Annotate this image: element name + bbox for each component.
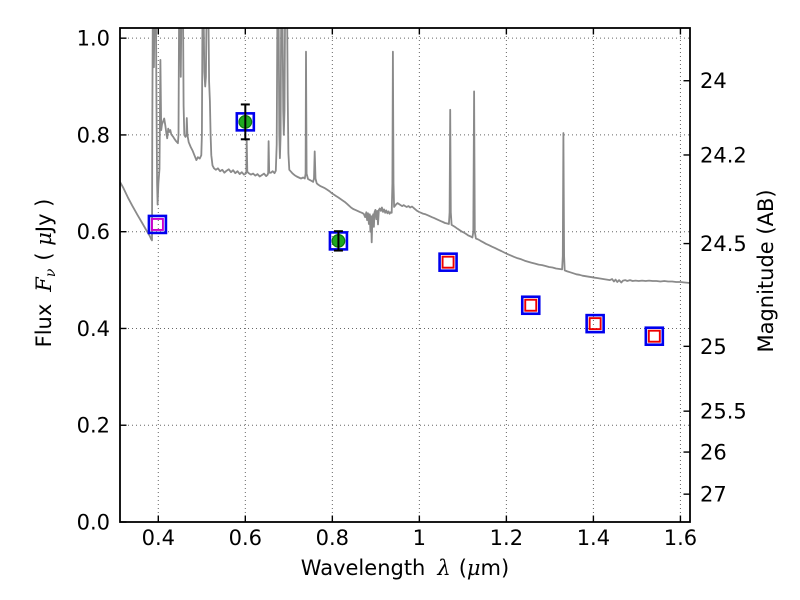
- x-axis-label-word: Wavelength: [300, 556, 426, 580]
- x-axis-label: Wavelength λ (μm): [120, 556, 690, 580]
- magnitude-tick-label: 24: [700, 69, 727, 93]
- x-tick-label: 1: [413, 526, 426, 550]
- y-axis-label-magnitude: Magnitude (AB): [754, 189, 778, 353]
- photometry-square: [585, 313, 605, 334]
- photometry-inner-square: [647, 329, 661, 343]
- x-unit-open: (: [458, 556, 467, 580]
- mu-symbol: μ: [466, 556, 481, 580]
- flux-unit-mu: μ: [32, 232, 56, 246]
- x-tick-label: 1.4: [577, 526, 610, 550]
- magnitude-tick-label: 25: [700, 335, 727, 359]
- photometry-square: [644, 326, 665, 347]
- flux-tick-label: 0.8: [77, 123, 110, 147]
- flux-unit-close: Jy ): [32, 198, 56, 233]
- x-tick-label: 1.2: [490, 526, 523, 550]
- flux-tick-label: 0.4: [77, 317, 110, 341]
- flux-unit-open: (: [32, 245, 56, 261]
- flux-tick-label: 0.2: [77, 414, 110, 438]
- flux-tick-label: 1.0: [77, 27, 110, 51]
- y-axis-label-flux: Flux Fν ( μJy ): [32, 123, 59, 423]
- flux-symbol: F: [32, 277, 56, 292]
- photometry-square: [520, 295, 541, 316]
- photometry-square: [147, 214, 168, 235]
- magnitude-tick-label: 27: [700, 483, 727, 507]
- photometry-inner-square: [524, 298, 538, 312]
- axis-ticks: [120, 28, 690, 523]
- magnitude-tick-label: 24.5: [700, 232, 747, 256]
- error-bar: [240, 103, 250, 141]
- x-tick-label: 0.6: [229, 526, 262, 550]
- error-bar: [333, 230, 343, 252]
- spectrum-line: [120, 28, 690, 284]
- magnitude-tick-label: 24.2: [700, 143, 747, 167]
- magnitude-tick-label: 26: [700, 441, 727, 465]
- nu-subscript: ν: [43, 268, 59, 278]
- photometry-inner-square: [588, 317, 602, 331]
- flux-word: Flux: [32, 303, 56, 348]
- flux-tick-label: 0.6: [77, 220, 110, 244]
- axes-frame: [119, 27, 691, 523]
- x-tick-label: 0.8: [316, 526, 349, 550]
- photometry-square: [438, 252, 458, 272]
- x-tick-label: 0.4: [142, 526, 175, 550]
- x-tick-label: 1.6: [664, 526, 697, 550]
- photometry-inner-square: [150, 217, 164, 231]
- photometry-inner-square: [441, 255, 455, 269]
- x-unit-close: m): [480, 556, 510, 580]
- magnitude-tick-label: 25.5: [700, 400, 747, 424]
- grid: [120, 28, 690, 522]
- lambda-symbol: λ: [437, 556, 451, 580]
- flux-tick-label: 0.0: [77, 511, 110, 535]
